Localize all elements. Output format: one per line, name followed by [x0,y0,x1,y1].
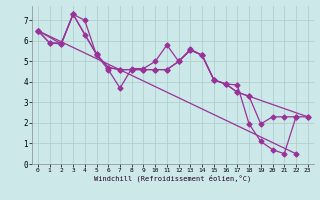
X-axis label: Windchill (Refroidissement éolien,°C): Windchill (Refroidissement éolien,°C) [94,175,252,182]
